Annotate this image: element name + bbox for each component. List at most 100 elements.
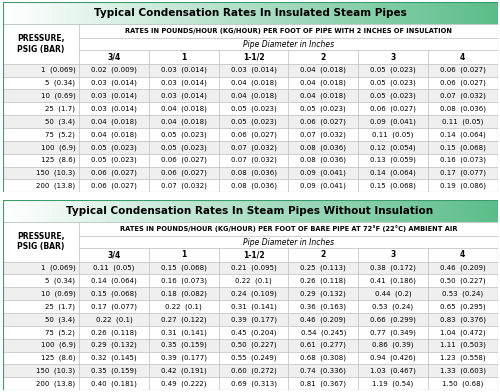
Bar: [79, 154, 149, 167]
Bar: [149, 64, 218, 76]
Bar: [463, 2, 468, 24]
Bar: [47, 200, 52, 222]
Bar: [334, 200, 340, 222]
Bar: [288, 180, 358, 192]
Text: 0.05  (0.023): 0.05 (0.023): [370, 67, 416, 73]
Text: 0.21  (0.095): 0.21 (0.095): [230, 265, 276, 271]
Bar: [358, 352, 428, 364]
Bar: [418, 200, 424, 222]
Bar: [235, 200, 240, 222]
Text: 0.06  (0.027): 0.06 (0.027): [300, 118, 346, 125]
Bar: [288, 274, 358, 287]
Text: 0.40  (0.181): 0.40 (0.181): [91, 380, 137, 387]
Text: 0.03  (0.014): 0.03 (0.014): [161, 67, 206, 73]
Text: 0.94  (0.426): 0.94 (0.426): [370, 355, 416, 361]
Text: 4: 4: [460, 53, 466, 62]
Bar: [358, 76, 428, 89]
Text: 0.41  (0.186): 0.41 (0.186): [370, 278, 416, 284]
Text: 0.03  (0.014): 0.03 (0.014): [91, 105, 137, 112]
Bar: [116, 2, 122, 24]
Bar: [378, 2, 384, 24]
Bar: [288, 261, 358, 274]
Bar: [149, 102, 218, 115]
Bar: [196, 200, 201, 222]
Text: 0.17  (0.077): 0.17 (0.077): [91, 303, 137, 310]
Bar: [141, 200, 146, 222]
Bar: [79, 300, 149, 313]
Bar: [79, 51, 149, 64]
Text: 1.11  (0.503): 1.11 (0.503): [440, 342, 486, 348]
Bar: [428, 200, 434, 222]
Bar: [488, 2, 493, 24]
Bar: [79, 287, 149, 300]
Text: 1  (0.069): 1 (0.069): [40, 67, 76, 73]
Bar: [79, 222, 498, 236]
Text: 0.14  (0.064): 0.14 (0.064): [440, 131, 486, 138]
Bar: [408, 2, 414, 24]
Text: 0.04  (0.018): 0.04 (0.018): [161, 105, 206, 112]
Text: 150  (10.3): 150 (10.3): [36, 170, 76, 176]
Bar: [270, 200, 275, 222]
Bar: [196, 2, 201, 24]
Bar: [294, 2, 300, 24]
Bar: [67, 200, 72, 222]
Bar: [161, 2, 166, 24]
Bar: [358, 115, 428, 128]
Bar: [47, 2, 52, 24]
Text: 0.02  (0.009): 0.02 (0.009): [91, 67, 137, 73]
Bar: [225, 2, 230, 24]
Text: 75  (5.2): 75 (5.2): [46, 329, 76, 336]
Bar: [218, 339, 288, 352]
Bar: [428, 167, 498, 180]
Bar: [96, 2, 102, 24]
Text: 0.27  (0.122): 0.27 (0.122): [161, 316, 206, 323]
Text: 0.07  (0.032): 0.07 (0.032): [230, 157, 276, 163]
Text: 0.19  (0.086): 0.19 (0.086): [440, 183, 486, 189]
Bar: [418, 2, 424, 24]
Bar: [428, 64, 498, 76]
Text: 5  (0.34): 5 (0.34): [46, 278, 76, 284]
Text: 0.15  (0.068): 0.15 (0.068): [91, 290, 137, 297]
Bar: [358, 300, 428, 313]
Bar: [79, 102, 149, 115]
Bar: [428, 248, 498, 261]
Bar: [359, 200, 364, 222]
Bar: [149, 313, 218, 326]
Bar: [12, 2, 18, 24]
Text: 0.46  (0.209): 0.46 (0.209): [440, 265, 486, 271]
Text: 0.44  (0.2): 0.44 (0.2): [374, 290, 411, 297]
Bar: [245, 200, 250, 222]
Bar: [42, 200, 48, 222]
Text: 0.50  (0.227): 0.50 (0.227): [440, 278, 486, 284]
Bar: [374, 2, 379, 24]
Bar: [358, 326, 428, 339]
Text: 0.26  (0.118): 0.26 (0.118): [91, 329, 137, 336]
Text: 0.61  (0.277): 0.61 (0.277): [300, 342, 346, 348]
Bar: [149, 326, 218, 339]
Bar: [149, 352, 218, 364]
Bar: [149, 154, 218, 167]
Bar: [304, 200, 310, 222]
Bar: [428, 352, 498, 364]
Bar: [79, 364, 149, 377]
Bar: [288, 154, 358, 167]
Text: 200  (13.8): 200 (13.8): [36, 380, 76, 387]
Text: Pipe Diameter in Inches: Pipe Diameter in Inches: [243, 40, 334, 49]
Bar: [218, 128, 288, 141]
Bar: [2, 102, 79, 115]
Bar: [79, 274, 149, 287]
Text: 0.83  (0.376): 0.83 (0.376): [440, 316, 486, 323]
Text: 0.07  (0.032): 0.07 (0.032): [300, 131, 346, 138]
Text: 0.46  (0.209): 0.46 (0.209): [300, 316, 346, 323]
Text: 0.05  (0.023): 0.05 (0.023): [370, 93, 416, 99]
Text: 0.26  (0.118): 0.26 (0.118): [300, 278, 346, 284]
Bar: [225, 200, 230, 222]
Bar: [428, 274, 498, 287]
Bar: [206, 2, 211, 24]
Bar: [156, 2, 162, 24]
Text: 0.09  (0.041): 0.09 (0.041): [300, 183, 346, 189]
Text: 0.22  (0.1): 0.22 (0.1): [96, 316, 132, 323]
Text: 0.35  (0.159): 0.35 (0.159): [91, 368, 137, 374]
Bar: [438, 200, 444, 222]
Text: 0.25  (0.113): 0.25 (0.113): [300, 265, 346, 271]
